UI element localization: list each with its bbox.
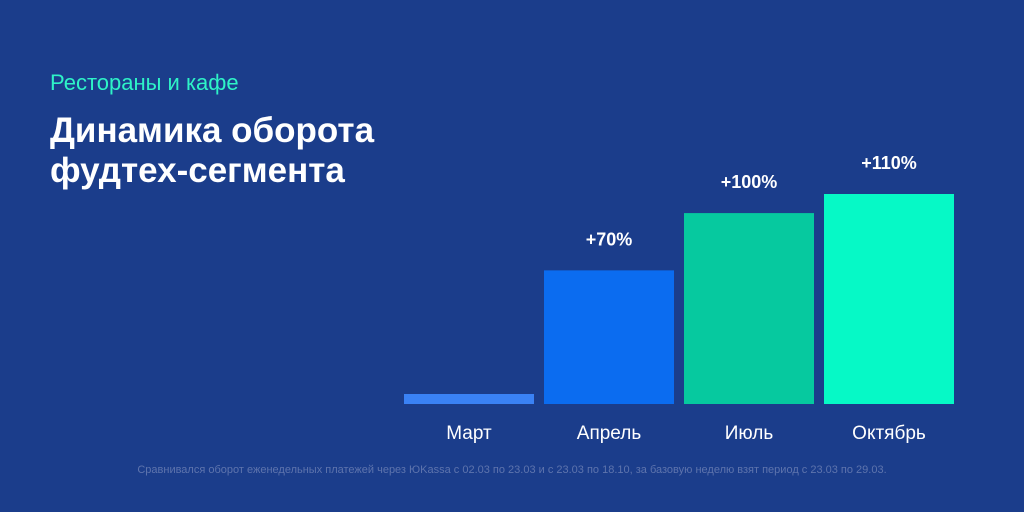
- chart-title: Динамика оборота фудтех-сегмента: [50, 111, 470, 191]
- bar-chart: Март +70% Апрель +100% Июль +110% Октябрь: [404, 153, 954, 444]
- category-label-2: Апрель: [577, 423, 642, 444]
- bar-value-label-4: +110%: [861, 153, 917, 173]
- chart-subtitle: Рестораны и кафе: [50, 70, 239, 95]
- bar-value-label-2: +70%: [586, 229, 633, 249]
- category-label-3: Июль: [725, 423, 774, 444]
- chart-title-line-1: Динамика оборота: [50, 111, 375, 150]
- footnote: Сравнивался оборот еженедельных платежей…: [137, 464, 887, 476]
- category-label-1: Март: [446, 423, 492, 444]
- bar-4: [824, 194, 954, 404]
- chart-title-line-2: фудтех-сегмента: [50, 151, 345, 190]
- category-label-4: Октябрь: [852, 423, 926, 444]
- bar-3: [684, 213, 814, 404]
- bar-1: [404, 394, 534, 404]
- bar-value-label-3: +100%: [721, 172, 778, 192]
- bar-2: [544, 270, 674, 404]
